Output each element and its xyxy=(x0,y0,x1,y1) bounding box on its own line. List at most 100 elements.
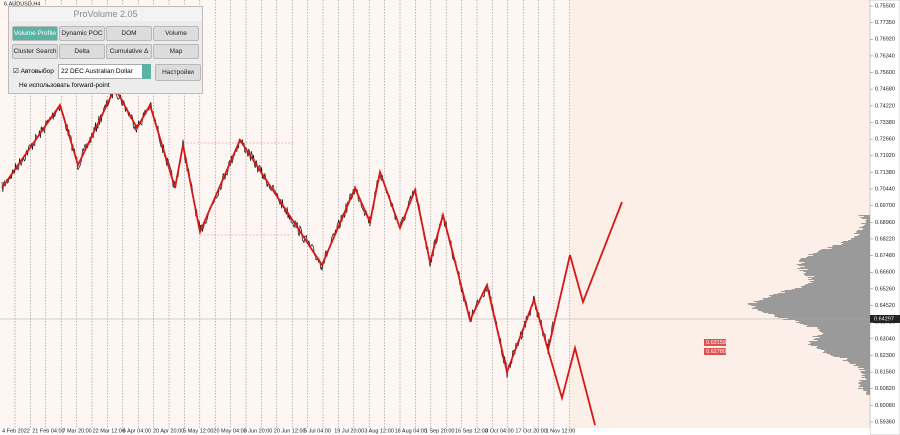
profile-bar xyxy=(763,299,870,300)
profile-bar xyxy=(861,381,870,382)
profile-bar xyxy=(819,337,870,338)
profile-bar xyxy=(753,307,870,308)
settings-button[interactable]: Настройки xyxy=(155,64,201,81)
price-label: 0.60820 xyxy=(875,386,895,392)
profile-bar xyxy=(821,249,870,250)
price-label: 0.74220 xyxy=(875,103,895,109)
profile-bar xyxy=(822,352,870,353)
period-separators xyxy=(14,0,570,428)
profile-bar xyxy=(818,330,870,331)
instrument-select[interactable]: 22 DEC Australian Dollar xyxy=(58,64,146,79)
profile-bar xyxy=(861,223,870,224)
profile-bar xyxy=(777,293,870,294)
profile-bar xyxy=(756,302,870,303)
dropdown-arrow[interactable] xyxy=(142,64,151,79)
button[interactable]: Map xyxy=(153,44,199,59)
price-label: 0.61560 xyxy=(875,370,895,376)
time-label: 16 Sep 12:00 xyxy=(455,428,488,434)
profile-bar xyxy=(860,372,870,373)
profile-bar xyxy=(800,267,870,268)
price-label: 0.64520 xyxy=(875,303,895,309)
time-label: 22 Mar 12:00 xyxy=(93,428,125,434)
profile-bar xyxy=(829,354,870,355)
profile-bar xyxy=(795,320,870,321)
profile-bar xyxy=(827,247,870,248)
profile-bar xyxy=(819,329,870,330)
button[interactable]: Dynamic POC xyxy=(59,26,105,41)
forward-point-option[interactable]: Не использовать forward-point xyxy=(19,82,110,89)
profile-bar xyxy=(847,358,870,359)
profile-bar xyxy=(865,378,870,379)
profile-bar xyxy=(799,260,870,261)
profile-bar xyxy=(865,370,870,371)
price-label: 0.73380 xyxy=(875,120,895,126)
current-price-label: 0.64297 xyxy=(874,316,894,322)
button[interactable]: Volume xyxy=(153,26,199,41)
profile-bar xyxy=(860,217,870,218)
profile-bar xyxy=(803,324,870,325)
price-label: 0.66600 xyxy=(875,270,895,276)
profile-bar xyxy=(866,379,870,380)
profile-bar xyxy=(796,322,870,323)
future-bg xyxy=(570,0,870,428)
profile-bar xyxy=(864,216,870,217)
profile-bar xyxy=(862,229,870,230)
auto-select[interactable]: ☑ Автовыбор xyxy=(13,68,54,75)
profile-bar xyxy=(853,233,870,234)
profile-bar xyxy=(758,310,870,311)
time-label: 20 Apr 20:00 xyxy=(153,428,184,434)
profile-bar xyxy=(821,334,870,335)
button[interactable]: Volume Profile xyxy=(12,26,58,41)
time-label: 5 Jul 04:00 xyxy=(304,428,331,434)
time-label: 6 Apr 04:00 xyxy=(123,428,151,434)
profile-bar xyxy=(805,284,870,285)
time-label: 4 Feb 2022 xyxy=(2,428,30,434)
profile-bar xyxy=(839,357,870,358)
price-label: 0.69700 xyxy=(875,203,895,209)
button[interactable]: Cluster Search xyxy=(12,44,58,59)
profile-bar xyxy=(791,289,870,290)
profile-bar xyxy=(818,251,870,252)
profile-bar xyxy=(856,232,870,233)
profile-bar xyxy=(747,303,870,304)
profile-bar xyxy=(851,239,870,240)
profile-bar xyxy=(858,369,870,370)
profile-bar xyxy=(751,308,870,309)
profile-bar xyxy=(759,300,870,301)
profile-bar xyxy=(865,222,870,223)
button[interactable]: Delta xyxy=(59,44,105,59)
time-axis-bg xyxy=(0,428,870,435)
profile-bar xyxy=(804,274,870,275)
profile-bar xyxy=(858,366,870,367)
profile-bar xyxy=(848,240,870,241)
profile-bar xyxy=(800,323,870,324)
profile-bar xyxy=(846,359,870,360)
profile-bar xyxy=(780,291,870,292)
time-label: 3 Jun 20:00 xyxy=(244,428,273,434)
button[interactable]: DOM xyxy=(106,26,152,41)
price-label: 0.70440 xyxy=(875,186,895,192)
provolume-panel: ProVolume 2.05 Volume Profile Dynamic PO… xyxy=(8,6,203,94)
profile-bar xyxy=(858,382,870,383)
price-label: 0.72660 xyxy=(875,137,895,143)
profile-bar xyxy=(843,243,870,244)
price-label: 0.71920 xyxy=(875,153,895,159)
profile-bar xyxy=(863,225,870,226)
axes: 0.75500 0.77350 0.76920 0.76340 0.75600 0.746… xyxy=(2,3,895,434)
price-label: 0.71380 xyxy=(875,170,895,176)
button[interactable]: Cumulative Δ xyxy=(106,44,152,59)
profile-bar xyxy=(862,218,870,219)
profile-bar xyxy=(795,288,870,289)
profile-bar xyxy=(859,385,870,386)
profile-bar xyxy=(805,275,870,276)
profile-bar xyxy=(799,265,870,266)
profile-bar xyxy=(797,268,870,269)
profile-bar xyxy=(805,272,870,273)
profile-bar xyxy=(831,248,870,249)
profile-bar xyxy=(866,393,870,394)
auto-select-label: Автовыбор xyxy=(20,68,54,75)
price-label: 0.75500 xyxy=(875,3,895,9)
profile-bar xyxy=(808,344,870,345)
price-label: 0.62300 xyxy=(875,353,895,359)
profile-bar xyxy=(857,230,870,231)
